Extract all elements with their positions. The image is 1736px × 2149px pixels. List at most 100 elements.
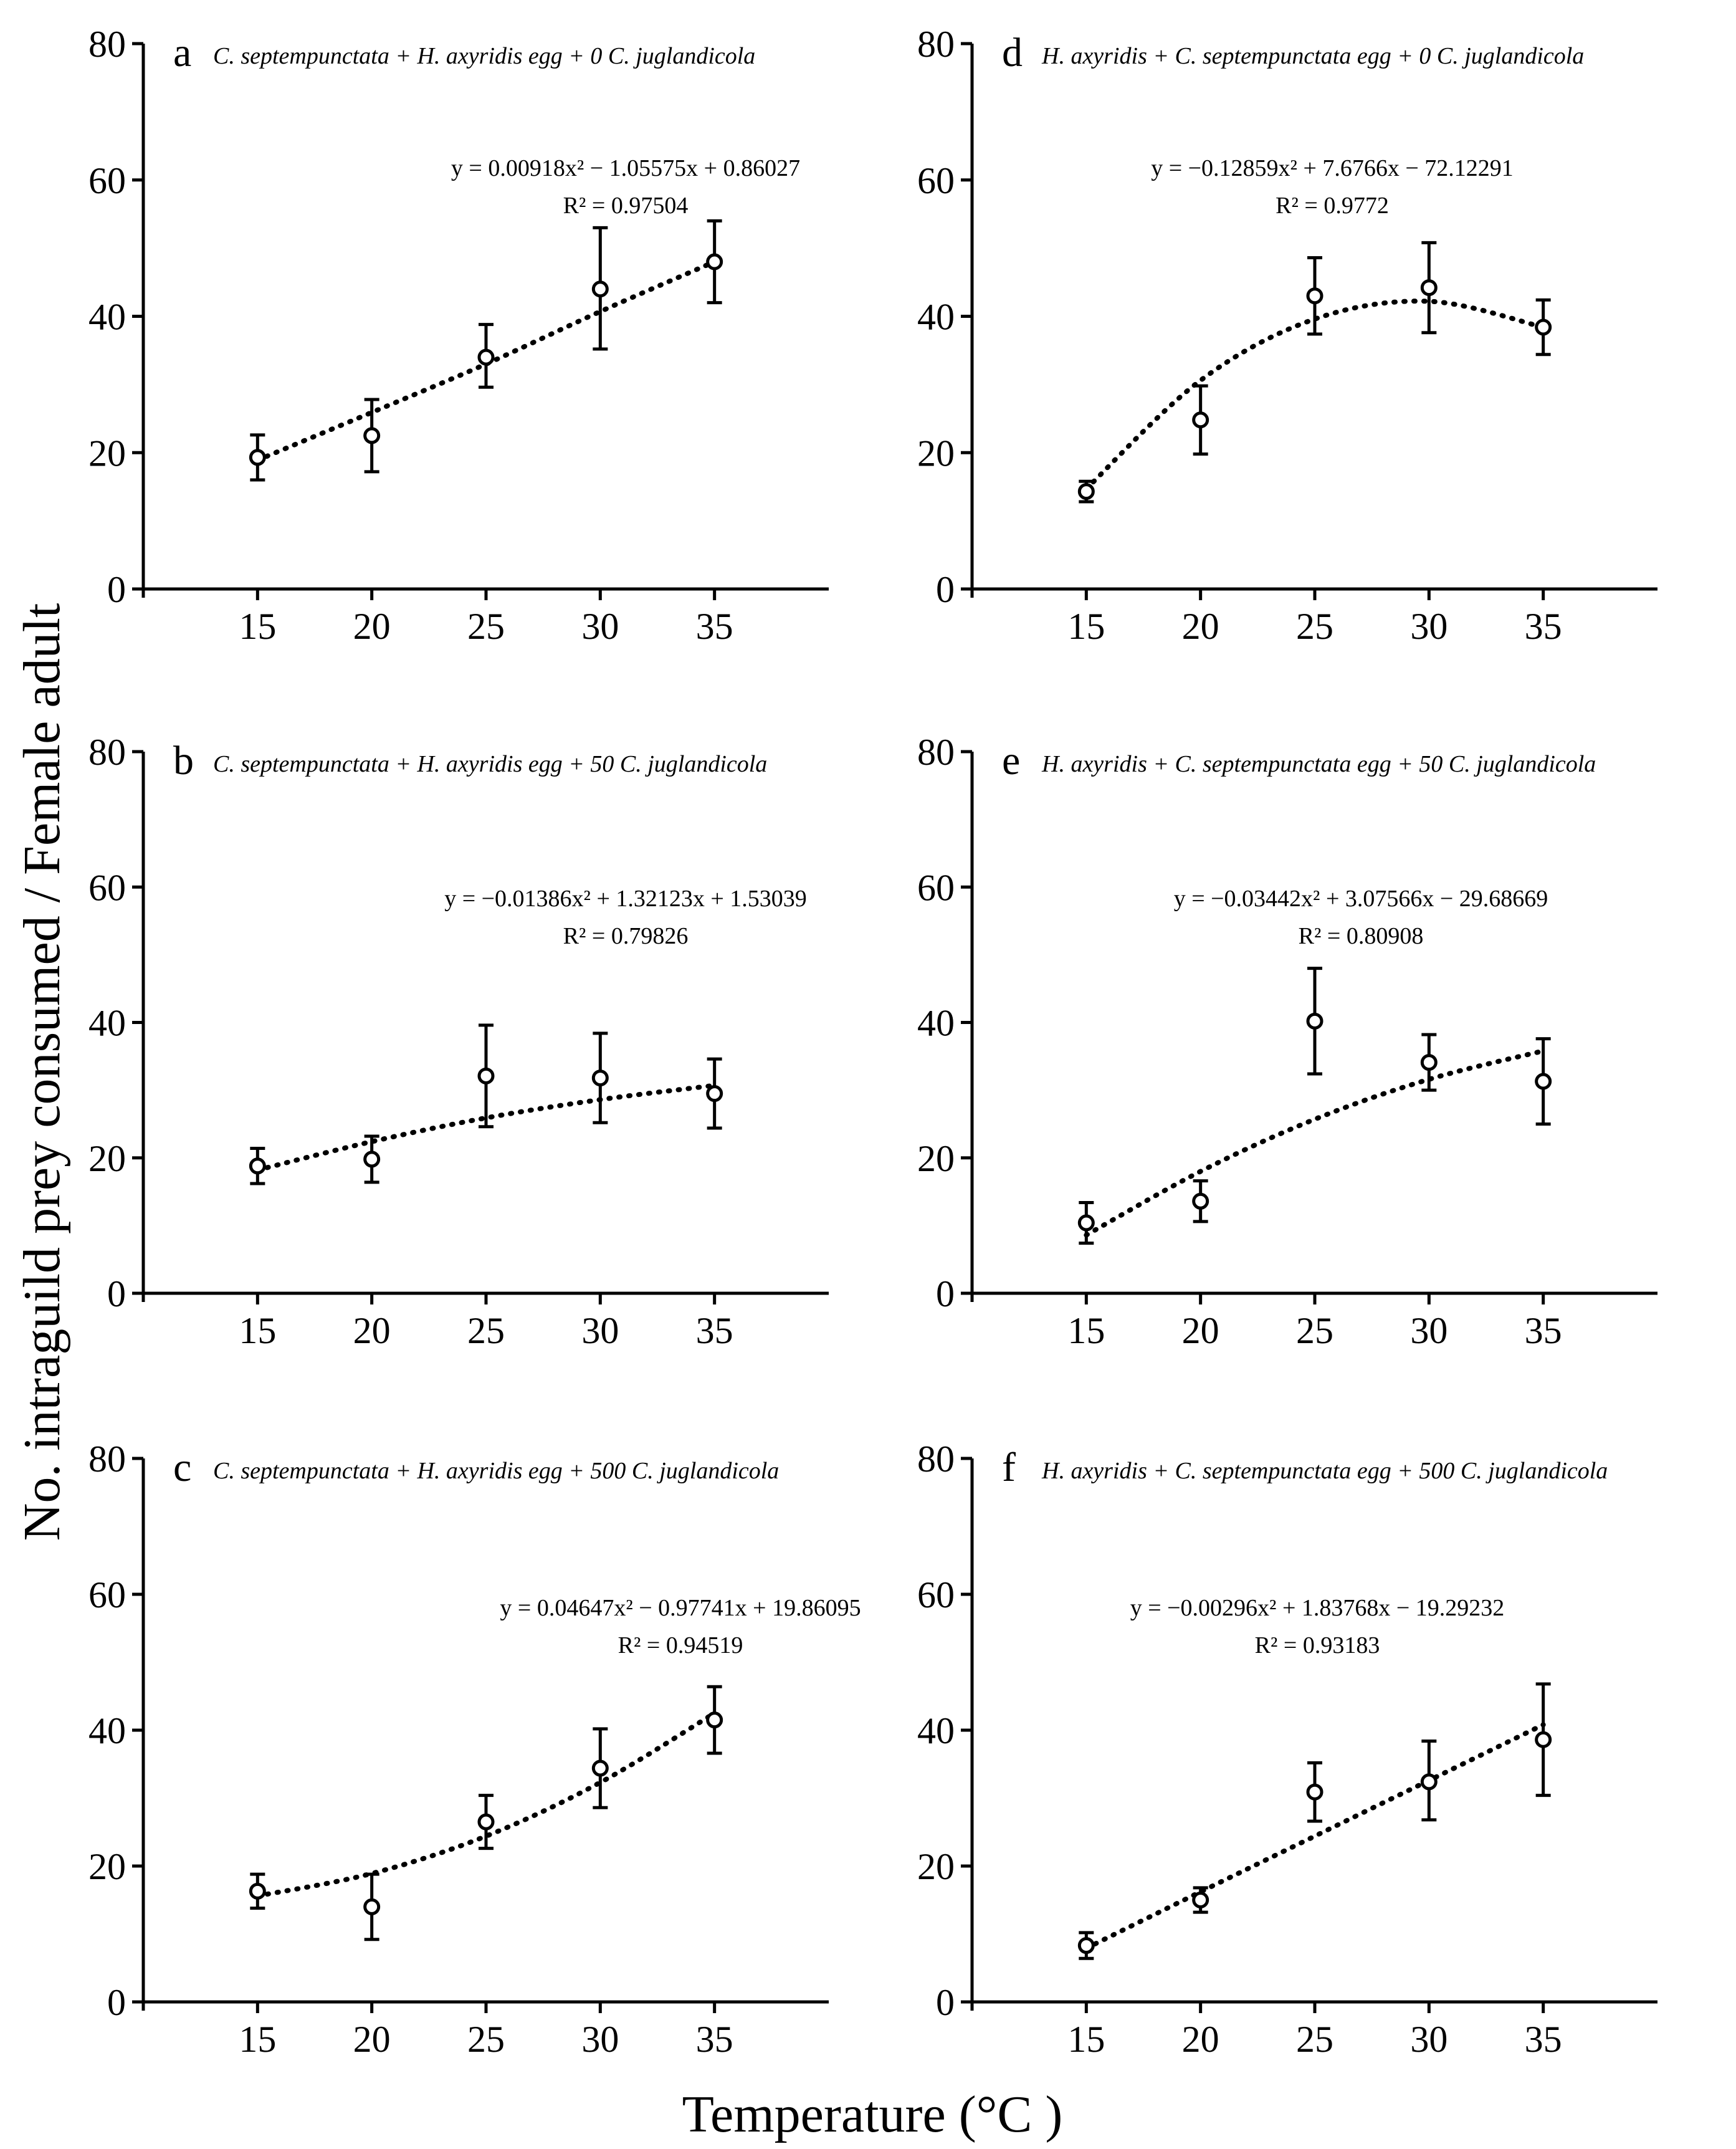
x-tick-label: 35 xyxy=(696,606,733,647)
data-point xyxy=(1306,1783,1323,1801)
data-point xyxy=(591,280,609,298)
fit-r-squared: R² = 0.80908 xyxy=(1299,923,1424,949)
trend-line xyxy=(1084,299,1546,492)
panel-title: C. septempunctata + H. axyridis egg + 0 … xyxy=(213,43,755,69)
x-tick-label: 30 xyxy=(581,2019,619,2060)
y-tick-label: 20 xyxy=(88,433,126,474)
data-point xyxy=(591,1759,609,1777)
data-point xyxy=(1077,483,1095,500)
panel-a: 0 20 40 60 80 15 20 25 30 35 a C. septempunctata + … xyxy=(88,24,829,647)
y-tick-label: 0 xyxy=(936,1982,955,2023)
x-tick-label: 25 xyxy=(467,1310,505,1351)
y-tick-label: 40 xyxy=(88,1710,126,1751)
data-point xyxy=(249,1882,266,1900)
x-tick-label: 20 xyxy=(353,1310,391,1351)
x-tick-label: 25 xyxy=(467,2019,505,2060)
y-tick-label: 0 xyxy=(107,1982,126,2023)
x-tick-label: 30 xyxy=(581,1310,619,1351)
x-tick-label: 25 xyxy=(1296,606,1333,647)
data-point xyxy=(477,348,495,366)
y-tick-label: 80 xyxy=(917,1438,955,1480)
panel-letter: f xyxy=(1002,1445,1016,1490)
y-tick-label: 0 xyxy=(936,569,955,610)
fit-r-squared: R² = 0.94519 xyxy=(618,1632,743,1658)
data-point xyxy=(1420,1773,1438,1791)
data-point xyxy=(591,1070,609,1087)
fit-equation: y = −0.03442x² + 3.07566x − 29.68669 xyxy=(1174,886,1548,912)
data-point xyxy=(1420,279,1438,297)
y-tick-label: 40 xyxy=(917,1003,955,1044)
x-tick-label: 20 xyxy=(1182,606,1219,647)
fit-equation: y = −0.12859x² + 7.6766x − 72.12291 xyxy=(1151,155,1514,181)
fit-equation: y = −0.01386x² + 1.32123x + 1.53039 xyxy=(444,886,807,912)
x-tick-label: 25 xyxy=(1296,2019,1333,2060)
data-point xyxy=(1192,1892,1209,1908)
data-point xyxy=(1306,287,1323,305)
y-tick-label: 40 xyxy=(88,1003,126,1044)
panel-title: H. axyridis + C. septempunctata egg + 0 … xyxy=(1041,43,1584,69)
panel-e: 0 20 40 60 80 15 20 25 30 35 e H. axyridis + C. sep… xyxy=(917,732,1657,1351)
y-tick-label: 40 xyxy=(917,1710,955,1751)
panel-f: 0 20 40 60 80 15 20 25 30 35 f H. axyridis + C. sep… xyxy=(917,1438,1657,2060)
data-point xyxy=(363,1151,381,1168)
x-tick-label: 25 xyxy=(1296,1310,1333,1351)
y-tick-label: 20 xyxy=(917,1138,955,1179)
data-point xyxy=(1077,1214,1095,1232)
x-tick-label: 15 xyxy=(239,606,276,647)
trend-line xyxy=(255,1083,717,1173)
panel-title: H. axyridis + C. septempunctata egg + 50… xyxy=(1041,751,1596,777)
panel-title: C. septempunctata + H. axyridis egg + 50… xyxy=(213,751,767,777)
y-tick-label: 0 xyxy=(936,1273,955,1314)
trend-line xyxy=(1084,1722,1546,1951)
y-tick-label: 20 xyxy=(88,1846,126,1887)
panel-title: C. septempunctata + H. axyridis egg + 50… xyxy=(213,1458,779,1484)
panel-letter: d xyxy=(1002,30,1023,75)
x-tick-label: 30 xyxy=(581,606,619,647)
panel-c: 0 20 40 60 80 15 20 25 30 35 c C. septempunctata + … xyxy=(88,1438,861,2060)
y-tick-label: 0 xyxy=(107,569,126,610)
x-tick-label: 35 xyxy=(1525,2019,1562,2060)
x-tick-label: 15 xyxy=(239,2019,276,2060)
y-tick-label: 80 xyxy=(88,732,126,773)
y-tick-label: 80 xyxy=(88,1438,126,1480)
fit-r-squared: R² = 0.9772 xyxy=(1276,193,1389,219)
x-tick-label: 35 xyxy=(1525,606,1562,647)
fit-equation: y = −0.00296x² + 1.83768x − 19.29232 xyxy=(1130,1595,1505,1621)
fit-equation: y = 0.00918x² − 1.05575x + 0.86027 xyxy=(451,155,800,181)
y-tick-label: 20 xyxy=(88,1138,126,1179)
x-axis-label: Temperature (°C ) xyxy=(682,2085,1063,2143)
y-tick-label: 0 xyxy=(107,1273,126,1314)
data-point xyxy=(249,449,266,466)
fit-r-squared: R² = 0.79826 xyxy=(563,923,689,949)
data-point xyxy=(1535,1731,1552,1748)
panel-d: 0 20 40 60 80 15 20 25 30 35 d H. axyridis + C. sep… xyxy=(917,24,1657,647)
y-tick-label: 60 xyxy=(917,1574,955,1615)
y-axis-label: No. intraguild prey consumed / Female ad… xyxy=(13,603,71,1541)
y-tick-label: 40 xyxy=(917,297,955,338)
panel-title: H. axyridis + C. septempunctata egg + 50… xyxy=(1041,1458,1608,1484)
x-tick-label: 30 xyxy=(1410,2019,1447,2060)
x-tick-label: 35 xyxy=(696,1310,733,1351)
y-tick-label: 20 xyxy=(917,1846,955,1887)
y-tick-label: 20 xyxy=(917,433,955,474)
x-tick-label: 30 xyxy=(1410,1310,1447,1351)
data-point xyxy=(249,1157,266,1175)
fit-r-squared: R² = 0.97504 xyxy=(563,193,689,219)
data-point xyxy=(1535,1073,1552,1090)
x-tick-label: 20 xyxy=(353,606,391,647)
data-point xyxy=(1192,411,1209,429)
x-tick-label: 20 xyxy=(1182,1310,1219,1351)
data-point xyxy=(1535,318,1552,336)
y-tick-label: 80 xyxy=(88,24,126,65)
x-tick-label: 15 xyxy=(1067,2019,1105,2060)
y-tick-label: 60 xyxy=(88,160,126,201)
data-point xyxy=(1306,1012,1323,1030)
data-point xyxy=(706,253,723,270)
x-tick-label: 25 xyxy=(467,606,505,647)
x-tick-label: 35 xyxy=(1525,1310,1562,1351)
data-point xyxy=(706,1085,723,1103)
y-tick-label: 60 xyxy=(917,867,955,908)
y-tick-label: 80 xyxy=(917,24,955,65)
x-tick-label: 15 xyxy=(239,1310,276,1351)
